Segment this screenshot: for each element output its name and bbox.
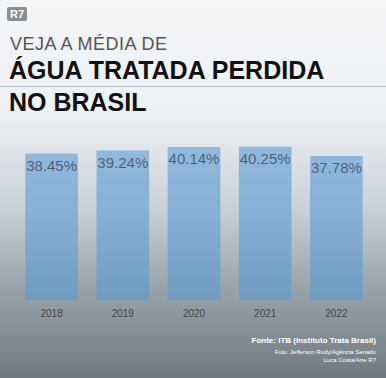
html-text:Fonte: ITB (Instituto Trata Br: Fonte: ITB (Instituto Trata Brasil) [251,336,376,345]
svg-text:39.24%: 39.24% [97,154,148,171]
html-text:NO BRASIL: NO BRASIL [9,88,147,116]
svg-text:2022: 2022 [325,308,348,319]
svg-text:2021: 2021 [254,308,277,319]
svg-text:2019: 2019 [112,308,135,319]
svg-text:40.25%: 40.25% [240,150,291,167]
html-text:R7: R7 [10,8,25,20]
svg-text:2020: 2020 [183,308,206,319]
html-text:Foto: Jefferson Rudy/Agência S: Foto: Jefferson Rudy/Agência Senado [274,349,376,355]
svg-text:37.78%: 37.78% [311,159,362,176]
html-text:VEJA A MÉDIA DE: VEJA A MÉDIA DE [10,34,168,54]
svg-text:2018: 2018 [40,308,63,319]
html-text:ÁGUA TRATADA PERDIDA: ÁGUA TRATADA PERDIDA [9,56,325,84]
svg-text:38.45%: 38.45% [26,157,77,174]
html-text:Luca Costa/Arte R7: Luca Costa/Arte R7 [323,357,376,363]
svg-text:40.14%: 40.14% [169,150,220,167]
